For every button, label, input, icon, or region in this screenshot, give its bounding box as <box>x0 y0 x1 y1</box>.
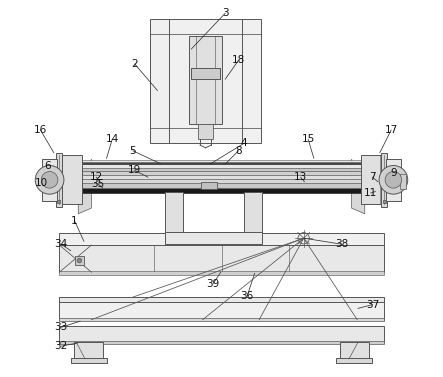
Bar <box>165 232 262 244</box>
Text: 34: 34 <box>54 239 68 249</box>
Bar <box>361 155 384 204</box>
Bar <box>198 124 213 139</box>
Bar <box>78 168 365 171</box>
Bar <box>78 179 365 183</box>
Bar <box>201 182 217 189</box>
Bar <box>56 153 62 207</box>
Bar <box>78 164 365 168</box>
Bar <box>59 341 384 344</box>
Circle shape <box>35 166 64 194</box>
Bar <box>78 188 365 193</box>
Bar <box>78 183 365 188</box>
Text: 3: 3 <box>222 8 229 18</box>
Text: 16: 16 <box>34 125 47 135</box>
Bar <box>340 342 369 359</box>
Text: 17: 17 <box>385 125 398 135</box>
Text: 32: 32 <box>54 341 68 351</box>
Bar <box>71 358 106 363</box>
Bar <box>337 358 372 363</box>
Text: 14: 14 <box>105 135 119 144</box>
Polygon shape <box>78 159 91 214</box>
Bar <box>386 159 400 201</box>
Text: 11: 11 <box>364 188 377 198</box>
Bar <box>78 162 365 164</box>
Bar <box>59 301 384 320</box>
Bar <box>78 160 365 162</box>
Text: 38: 38 <box>335 239 349 249</box>
Circle shape <box>77 258 82 263</box>
Text: 35: 35 <box>91 179 105 189</box>
Bar <box>191 68 220 79</box>
Text: 10: 10 <box>35 178 48 188</box>
Circle shape <box>385 172 402 188</box>
Bar <box>74 342 103 359</box>
Bar <box>400 174 406 189</box>
Bar <box>244 192 262 233</box>
Bar <box>383 200 386 203</box>
Bar <box>57 200 60 203</box>
Bar <box>150 19 261 143</box>
Bar <box>59 318 384 321</box>
Text: 39: 39 <box>206 279 220 288</box>
Text: 33: 33 <box>54 322 68 332</box>
Text: 9: 9 <box>391 169 397 178</box>
Text: 19: 19 <box>128 166 141 175</box>
Bar <box>59 297 384 302</box>
Text: 6: 6 <box>44 161 51 171</box>
Bar <box>59 233 384 245</box>
Bar <box>381 153 387 207</box>
Bar <box>78 171 365 175</box>
Text: 36: 36 <box>241 291 254 301</box>
Bar <box>59 271 384 275</box>
Bar <box>75 256 84 265</box>
Text: 5: 5 <box>130 146 136 156</box>
Circle shape <box>41 172 58 188</box>
Text: 18: 18 <box>232 55 245 65</box>
Text: 2: 2 <box>132 59 138 69</box>
Text: 15: 15 <box>302 135 315 144</box>
Text: 4: 4 <box>241 138 248 148</box>
Polygon shape <box>352 159 365 214</box>
Circle shape <box>379 166 408 194</box>
Bar <box>78 175 365 179</box>
Bar <box>59 245 384 272</box>
Text: 12: 12 <box>90 172 103 182</box>
Bar <box>43 159 57 201</box>
Bar <box>59 326 384 342</box>
Text: 1: 1 <box>71 216 78 225</box>
Text: 8: 8 <box>235 146 242 156</box>
Bar <box>165 192 183 233</box>
Bar <box>190 36 222 124</box>
Bar <box>59 155 82 204</box>
Text: 13: 13 <box>294 172 307 182</box>
Text: 37: 37 <box>365 300 379 310</box>
Text: 7: 7 <box>369 172 376 182</box>
